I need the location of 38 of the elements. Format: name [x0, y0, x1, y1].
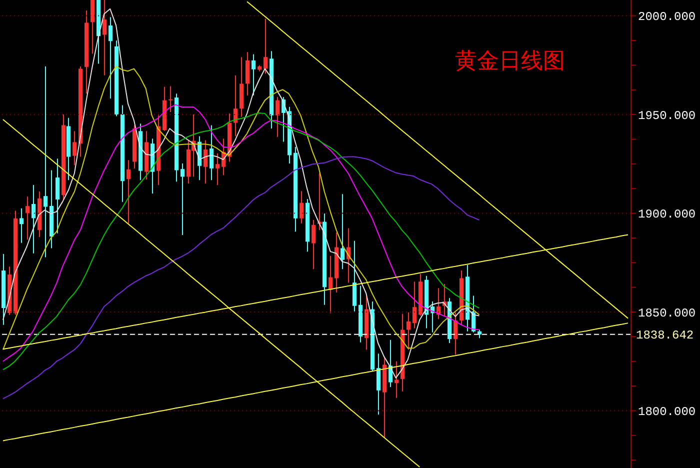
candlestick — [234, 74, 238, 137]
candlestick — [394, 360, 398, 398]
candlestick — [168, 86, 172, 112]
candlestick — [210, 124, 214, 181]
candlestick — [44, 66, 48, 258]
candlestick — [246, 52, 250, 96]
candlestick — [352, 240, 356, 312]
candlestick — [90, 0, 94, 54]
candlestick — [204, 140, 208, 184]
text: 黄金日线图 — [455, 48, 565, 74]
candlestick — [26, 196, 30, 240]
candlestick — [276, 96, 280, 138]
candlestick — [56, 158, 60, 234]
y-tick-label: 2000.000 — [638, 10, 696, 24]
y-tick-label: 1850.000 — [638, 306, 696, 320]
candlestick — [126, 160, 130, 224]
candlestick — [328, 255, 332, 314]
line-series — [2, 156, 480, 400]
candlestick — [412, 281, 416, 329]
candlestick — [20, 208, 24, 244]
candlestick — [102, 0, 106, 76]
candlestick — [252, 54, 256, 96]
candlestick — [376, 353, 380, 416]
y-tick-label: 1950.000 — [638, 108, 696, 123]
candlestick — [180, 163, 184, 236]
candlestick — [300, 190, 304, 224]
candlestick — [340, 194, 344, 270]
candlestick — [108, 16, 112, 100]
y-tick-label: 1800.000 — [638, 404, 696, 419]
y-tick-label: 1900.000 — [638, 208, 696, 222]
candlestick — [312, 219, 316, 270]
candlestick — [264, 18, 268, 74]
candlestick — [72, 130, 76, 166]
candlestick — [406, 312, 410, 350]
candlestick — [216, 152, 220, 186]
ref-line-label: 1838.642 — [636, 328, 694, 343]
candlestick — [454, 312, 458, 356]
candlestick — [32, 184, 36, 254]
